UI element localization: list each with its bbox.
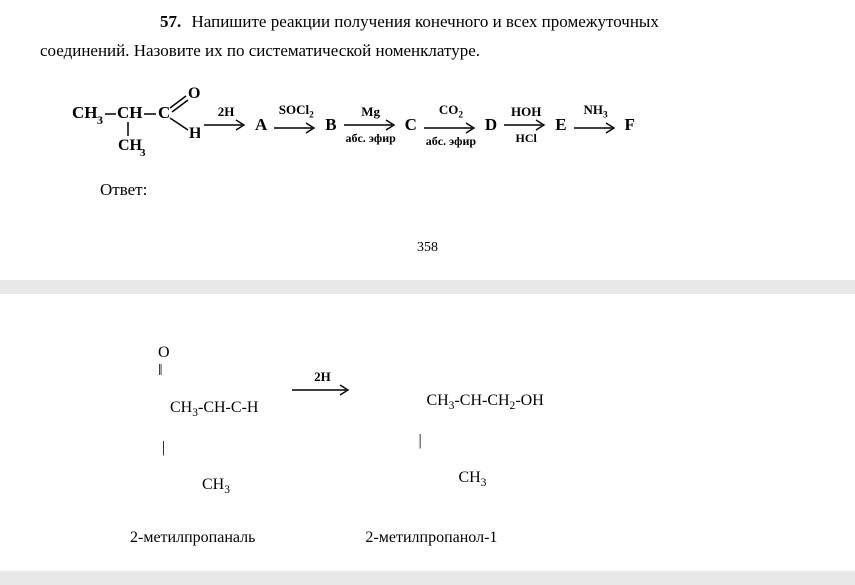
starting-compound: CH3 CH C O: [70, 84, 200, 166]
arrow-icon: [504, 119, 548, 131]
reagent-above: Mg: [361, 105, 380, 118]
intermediate-C: C: [402, 115, 420, 135]
reagent-above: HOH: [511, 105, 541, 118]
arrow-icon: [344, 119, 398, 131]
answer-reaction: O ‖ CH3-CH-C-H | CH3 2H: [130, 344, 815, 516]
problem-line1: Напишите реакции получения конечного и в…: [192, 12, 659, 31]
product-l3: CH3: [386, 450, 486, 508]
reagent-below: [594, 135, 597, 147]
intermediate-E: E: [552, 115, 569, 135]
txt: -CH-C-H: [198, 399, 258, 416]
svg-text:C: C: [158, 103, 170, 122]
compound-names: 2-метилпропаналь 2-метилпропанол-1: [130, 529, 815, 547]
scheme-row: CH3 CH C O: [70, 84, 815, 166]
scheme-step: CO2 абс. эфир: [424, 103, 478, 147]
top-sheet: 57. Напишите реакции получения конечного…: [0, 0, 855, 280]
reagent-below: [225, 132, 228, 144]
arrow-icon: [292, 384, 352, 396]
reagent-below: абс. эфир: [345, 132, 395, 144]
page-number: 358: [40, 240, 815, 256]
txt: CH: [170, 476, 224, 493]
svg-text:3: 3: [140, 147, 146, 159]
svg-text:CH: CH: [117, 103, 143, 122]
arrow-icon: [424, 122, 478, 134]
intermediate-B: B: [322, 115, 339, 135]
reagent-below: [295, 135, 298, 147]
reactant-l3: CH3-CH-C-H: [130, 381, 258, 439]
scheme-step: SOCl2: [274, 103, 318, 147]
txt: -CH-CH: [454, 392, 509, 409]
reactant-name: 2-метилпропаналь: [130, 529, 255, 547]
txt: CH: [426, 469, 480, 486]
page-wrap: 57. Напишите реакции получения конечного…: [0, 0, 855, 571]
reagent-above: NH3: [583, 103, 607, 121]
svg-text:O: O: [188, 85, 200, 102]
sub: 3: [224, 484, 230, 496]
txt: CH: [426, 392, 448, 409]
answer-arrow: 2H: [292, 370, 352, 396]
problem-number: 57.: [160, 12, 181, 31]
product-structure: CH3-CH-CH2-OH | CH3: [386, 374, 543, 509]
reactant-l1: O: [130, 344, 170, 362]
scheme-step: NH3: [574, 103, 618, 147]
svg-text:3: 3: [97, 113, 103, 127]
sub: 3: [481, 477, 487, 489]
intermediate-D: D: [482, 115, 500, 135]
reactant-l2: ‖: [130, 362, 163, 380]
scheme-step: Mg абс. эфир: [344, 105, 398, 144]
svg-text:CH: CH: [72, 103, 98, 122]
scheme-step: 2H: [204, 105, 248, 144]
bottom-sheet: O ‖ CH3-CH-C-H | CH3 2H: [0, 294, 855, 572]
product-l1: CH3-CH-CH2-OH: [386, 374, 543, 432]
reagent-above: CO2: [439, 103, 463, 121]
problem-line2: соединений. Назовите их по систематическ…: [40, 41, 480, 60]
reagent-above: SOCl2: [279, 103, 314, 121]
reaction-scheme: CH3 CH C O: [40, 84, 815, 166]
arrow-label: 2H: [314, 370, 331, 383]
intermediate-F: F: [622, 115, 638, 135]
scheme-steps: 2H ASOCl2 BMgабс. эфирCCO2абс. эфирDHOHH…: [200, 103, 638, 147]
arrow-icon: [274, 122, 318, 134]
svg-text:H: H: [189, 125, 200, 142]
reactant-l4: |: [130, 439, 165, 457]
reagent-above: 2H: [218, 105, 235, 118]
reagent-below: абс. эфир: [426, 135, 476, 147]
arrow-icon: [204, 119, 248, 131]
txt: -OH: [515, 392, 543, 409]
scheme-step: HOH HCl: [504, 105, 548, 144]
intermediate-A: A: [252, 115, 270, 135]
svg-text:CH: CH: [118, 137, 143, 154]
txt: CH: [170, 399, 192, 416]
arrow-icon: [574, 122, 618, 134]
answer-label: Ответ:: [100, 180, 815, 200]
product-name: 2-метилпропанол-1: [365, 529, 497, 547]
reagent-below: HCl: [516, 132, 537, 144]
reactant-structure: O ‖ CH3-CH-C-H | CH3: [130, 344, 258, 516]
reactant-l5: CH3: [130, 457, 230, 515]
product-l2: |: [386, 432, 421, 450]
problem-statement: 57. Напишите реакции получения конечного…: [40, 8, 815, 66]
